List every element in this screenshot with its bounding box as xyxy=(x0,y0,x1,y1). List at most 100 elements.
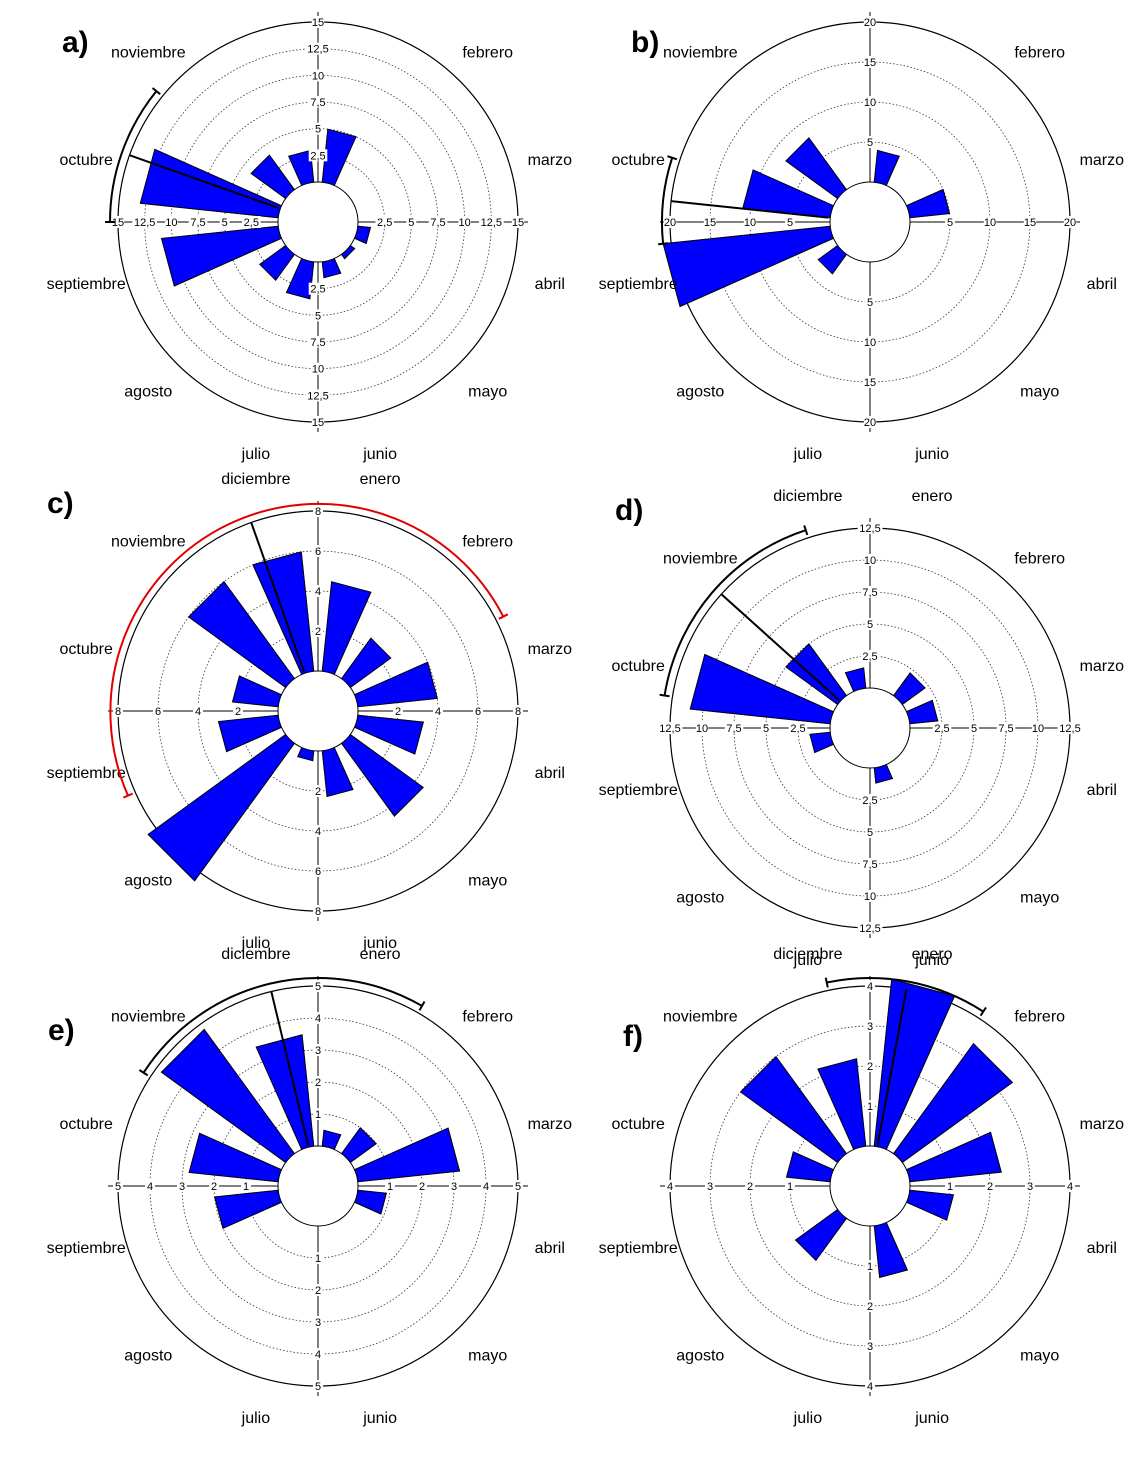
month-label-diciembre: diciembre xyxy=(221,946,290,963)
tick-label: 4 xyxy=(867,1381,873,1393)
month-label-septiembre: septiembre xyxy=(599,1240,678,1257)
tick-label: 4 xyxy=(195,706,201,718)
tick-bg xyxy=(311,362,325,375)
tick-bg xyxy=(865,980,875,992)
month-label-marzo: marzo xyxy=(528,641,573,658)
tick-bg xyxy=(313,1012,323,1024)
tick-bg xyxy=(177,1180,187,1192)
tick-bg xyxy=(705,1180,715,1192)
tick-label: 7,5 xyxy=(310,97,325,109)
panel-letter-e: e) xyxy=(48,1014,75,1047)
rose-panel-b: 5555101010101515151520202020enerofebrero… xyxy=(568,0,1136,489)
bar-agosto xyxy=(147,732,297,882)
tick-label: 10 xyxy=(696,723,708,735)
tick-label: 10 xyxy=(312,70,324,82)
tick-bg xyxy=(865,1300,875,1312)
tick-label: 20 xyxy=(664,217,676,229)
tick-label: 7,5 xyxy=(862,587,877,599)
tick-bg xyxy=(657,722,683,734)
tick-label: 2,5 xyxy=(310,150,325,162)
tick-label: 2,5 xyxy=(310,284,325,296)
rose-chart-a: 2,5 2,5 2,5 2,5 5 5 5 5 7,5 7,5 7,5 7,5 10 10 10 10 12,5… xyxy=(47,12,572,463)
tick-bg xyxy=(513,705,523,717)
month-label-junio: junio xyxy=(362,1410,397,1427)
tick-bg xyxy=(313,1348,323,1360)
tick-label: 8 xyxy=(315,506,321,518)
month-label-octubre: octubre xyxy=(60,1116,113,1133)
month-label-mayo: mayo xyxy=(1020,890,1059,907)
tick-label: 5 xyxy=(947,217,953,229)
month-label-abril: abril xyxy=(535,765,565,782)
tick-bg xyxy=(233,705,243,717)
arc-end-tick xyxy=(667,155,678,161)
tick-label: 8 xyxy=(115,706,121,718)
rose-chart-e: 1 1 1 1 2 2 2 2 3 3 3 3 4 4 4 4 5 5 5 5 enero febrero marzo abr… xyxy=(47,946,573,1427)
tick-bg xyxy=(745,1180,755,1192)
month-label-enero: enero xyxy=(360,946,401,963)
month-label-octubre: octubre xyxy=(60,641,113,658)
tick-bg xyxy=(313,905,323,917)
tick-label: 4 xyxy=(315,1013,321,1025)
tick-bg xyxy=(1025,1180,1035,1192)
tick-label: 5 xyxy=(867,297,873,309)
bar-octubre xyxy=(785,1151,836,1183)
confidence-arc xyxy=(660,157,674,244)
tick-label: 5 xyxy=(867,619,873,631)
tick-bg xyxy=(308,336,328,348)
tick-bg xyxy=(311,69,325,82)
month-label-febrero: febrero xyxy=(1014,1008,1065,1025)
tick-label: 4 xyxy=(867,981,873,993)
tick-bg xyxy=(860,794,880,806)
month-label-diciembre: diciembre xyxy=(221,471,290,488)
tick-label: 15 xyxy=(312,417,324,429)
tick-bg xyxy=(860,858,880,870)
tick-label: 2,5 xyxy=(862,651,877,663)
tick-bg xyxy=(449,1180,459,1192)
tick-label: 12,5 xyxy=(134,217,155,229)
month-label-mayo: mayo xyxy=(1020,384,1059,401)
tick-bg xyxy=(860,650,880,662)
month-label-junio: junio xyxy=(914,952,949,969)
tick-bg xyxy=(313,545,323,557)
tick-bg xyxy=(865,296,875,308)
tick-label: 4 xyxy=(483,1181,489,1193)
month-label-julio: julio xyxy=(241,935,271,952)
tick-bg xyxy=(145,1180,155,1192)
tick-bg xyxy=(863,16,877,28)
tick-bg xyxy=(313,1316,323,1328)
tick-bg xyxy=(313,1284,323,1296)
tick-bg xyxy=(945,1180,955,1192)
tick-bg xyxy=(511,216,525,228)
tick-bg xyxy=(308,96,328,108)
month-label-febrero: febrero xyxy=(1014,44,1065,61)
tick-label: 1 xyxy=(315,1253,321,1265)
tick-label: 10 xyxy=(984,217,996,229)
bar-enero xyxy=(873,149,900,188)
tick-label: 7,5 xyxy=(862,859,877,871)
month-label-diciembre: diciembre xyxy=(773,946,842,963)
bar-junio xyxy=(873,1220,909,1279)
bar-septiembre xyxy=(160,225,284,287)
month-label-febrero: febrero xyxy=(462,44,513,61)
month-label-octubre: octubre xyxy=(612,658,665,675)
month-label-mayo: mayo xyxy=(468,873,507,890)
tick-bg xyxy=(458,216,471,228)
tick-label: 7,5 xyxy=(998,723,1013,735)
tick-bg xyxy=(313,1044,323,1056)
tick-label: 2 xyxy=(747,1181,753,1193)
tick-label: 2 xyxy=(395,706,401,718)
confidence-arc xyxy=(663,529,807,696)
tick-bg xyxy=(513,1180,523,1192)
month-label-mayo: mayo xyxy=(1020,1348,1059,1365)
arc-end-tick xyxy=(659,693,670,698)
tick-label: 3 xyxy=(707,1181,713,1193)
tick-bg xyxy=(703,216,717,228)
mean-direction-line xyxy=(876,989,908,1145)
tick-label: 5 xyxy=(315,1381,321,1393)
tick-label: 2 xyxy=(211,1181,217,1193)
month-label-agosto: agosto xyxy=(676,890,724,907)
month-label-octubre: octubre xyxy=(60,152,113,169)
center-hole xyxy=(829,1145,911,1227)
tick-bg xyxy=(313,309,323,322)
tick-label: 20 xyxy=(864,417,876,429)
